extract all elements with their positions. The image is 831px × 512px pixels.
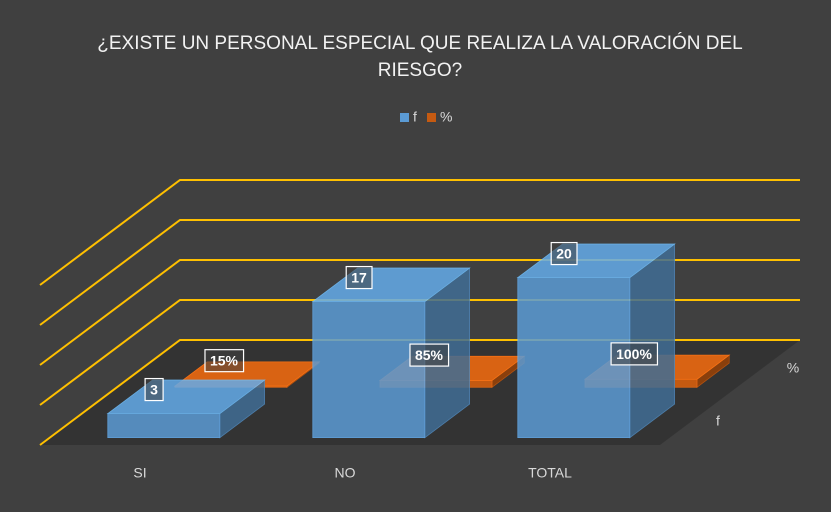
bar [311,267,471,439]
bar-front [107,413,221,439]
data-label-box [144,377,164,402]
legend-label: % [440,109,452,125]
grid-line [39,219,800,326]
data-label-box [610,342,659,366]
x-tick-label: TOTAL [528,465,572,481]
data-label: 20 [556,246,572,262]
data-label: 3 [150,382,158,398]
data-label-box [409,343,450,367]
data-label-box [204,349,245,373]
data-label-box [345,265,373,290]
data-label: 100% [616,346,652,362]
x-tick-label: SI [133,465,146,481]
x-tick-label: NO [335,465,356,481]
bar [516,243,676,439]
grid-line [39,179,800,286]
data-label: 17 [351,270,367,286]
depth-label: % [787,360,799,376]
depth-label: f [716,413,720,429]
legend-swatch [427,113,436,122]
legend-swatch [400,113,409,122]
bar-front [312,301,426,439]
data-label-box [550,241,578,266]
legend-label: f [413,109,417,125]
data-label: 15% [210,353,239,369]
data-label: 85% [415,347,444,363]
chart-title: ¿EXISTE UN PERSONAL ESPECIAL QUE REALIZA… [97,33,743,81]
